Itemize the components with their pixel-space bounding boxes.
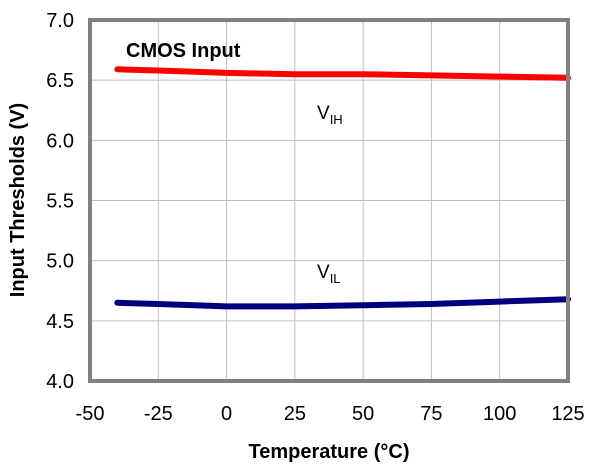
vih-label-main: V xyxy=(317,103,330,124)
y-tick-label: 4.5 xyxy=(46,311,74,333)
x-tick-label: 125 xyxy=(551,403,584,425)
x-tick-label: -25 xyxy=(144,403,173,425)
vil-label-main: V xyxy=(317,262,330,283)
x-tick-label: 25 xyxy=(284,403,306,425)
y-tick-label: 4.0 xyxy=(46,371,74,393)
x-axis-title: Temperature (°C) xyxy=(249,441,410,463)
y-tick-label: 7.0 xyxy=(46,10,74,32)
gridlines xyxy=(90,20,568,381)
series-lines xyxy=(114,66,571,310)
vil-label-sub: IL xyxy=(330,271,341,286)
plot-frame xyxy=(88,18,570,383)
x-tick-label: -50 xyxy=(76,403,105,425)
x-tick-label: 75 xyxy=(420,403,442,425)
vih-label: VIH xyxy=(317,103,343,127)
y-tick-label: 5.5 xyxy=(46,191,74,213)
x-tick-label: 50 xyxy=(352,403,374,425)
y-axis-title: Input Thresholds (V) xyxy=(7,103,29,297)
vil-label: VIL xyxy=(317,262,341,286)
y-tick-label: 6.0 xyxy=(46,130,74,152)
series-line-vil xyxy=(114,296,571,310)
y-tick-label: 6.5 xyxy=(46,70,74,92)
vih-label-sub: IH xyxy=(330,112,343,127)
x-tick-label: 100 xyxy=(483,403,516,425)
y-tick-label: 5.0 xyxy=(46,251,74,273)
chart-annotation-title: CMOS Input xyxy=(126,40,241,62)
series-line-vih xyxy=(114,66,571,81)
x-tick-labels: -50 -25 0 25 50 75 100 125 xyxy=(76,403,585,425)
x-tick-label: 0 xyxy=(221,403,232,425)
y-tick-labels: 4.0 4.5 5.0 5.5 6.0 6.5 7.0 xyxy=(46,10,74,393)
